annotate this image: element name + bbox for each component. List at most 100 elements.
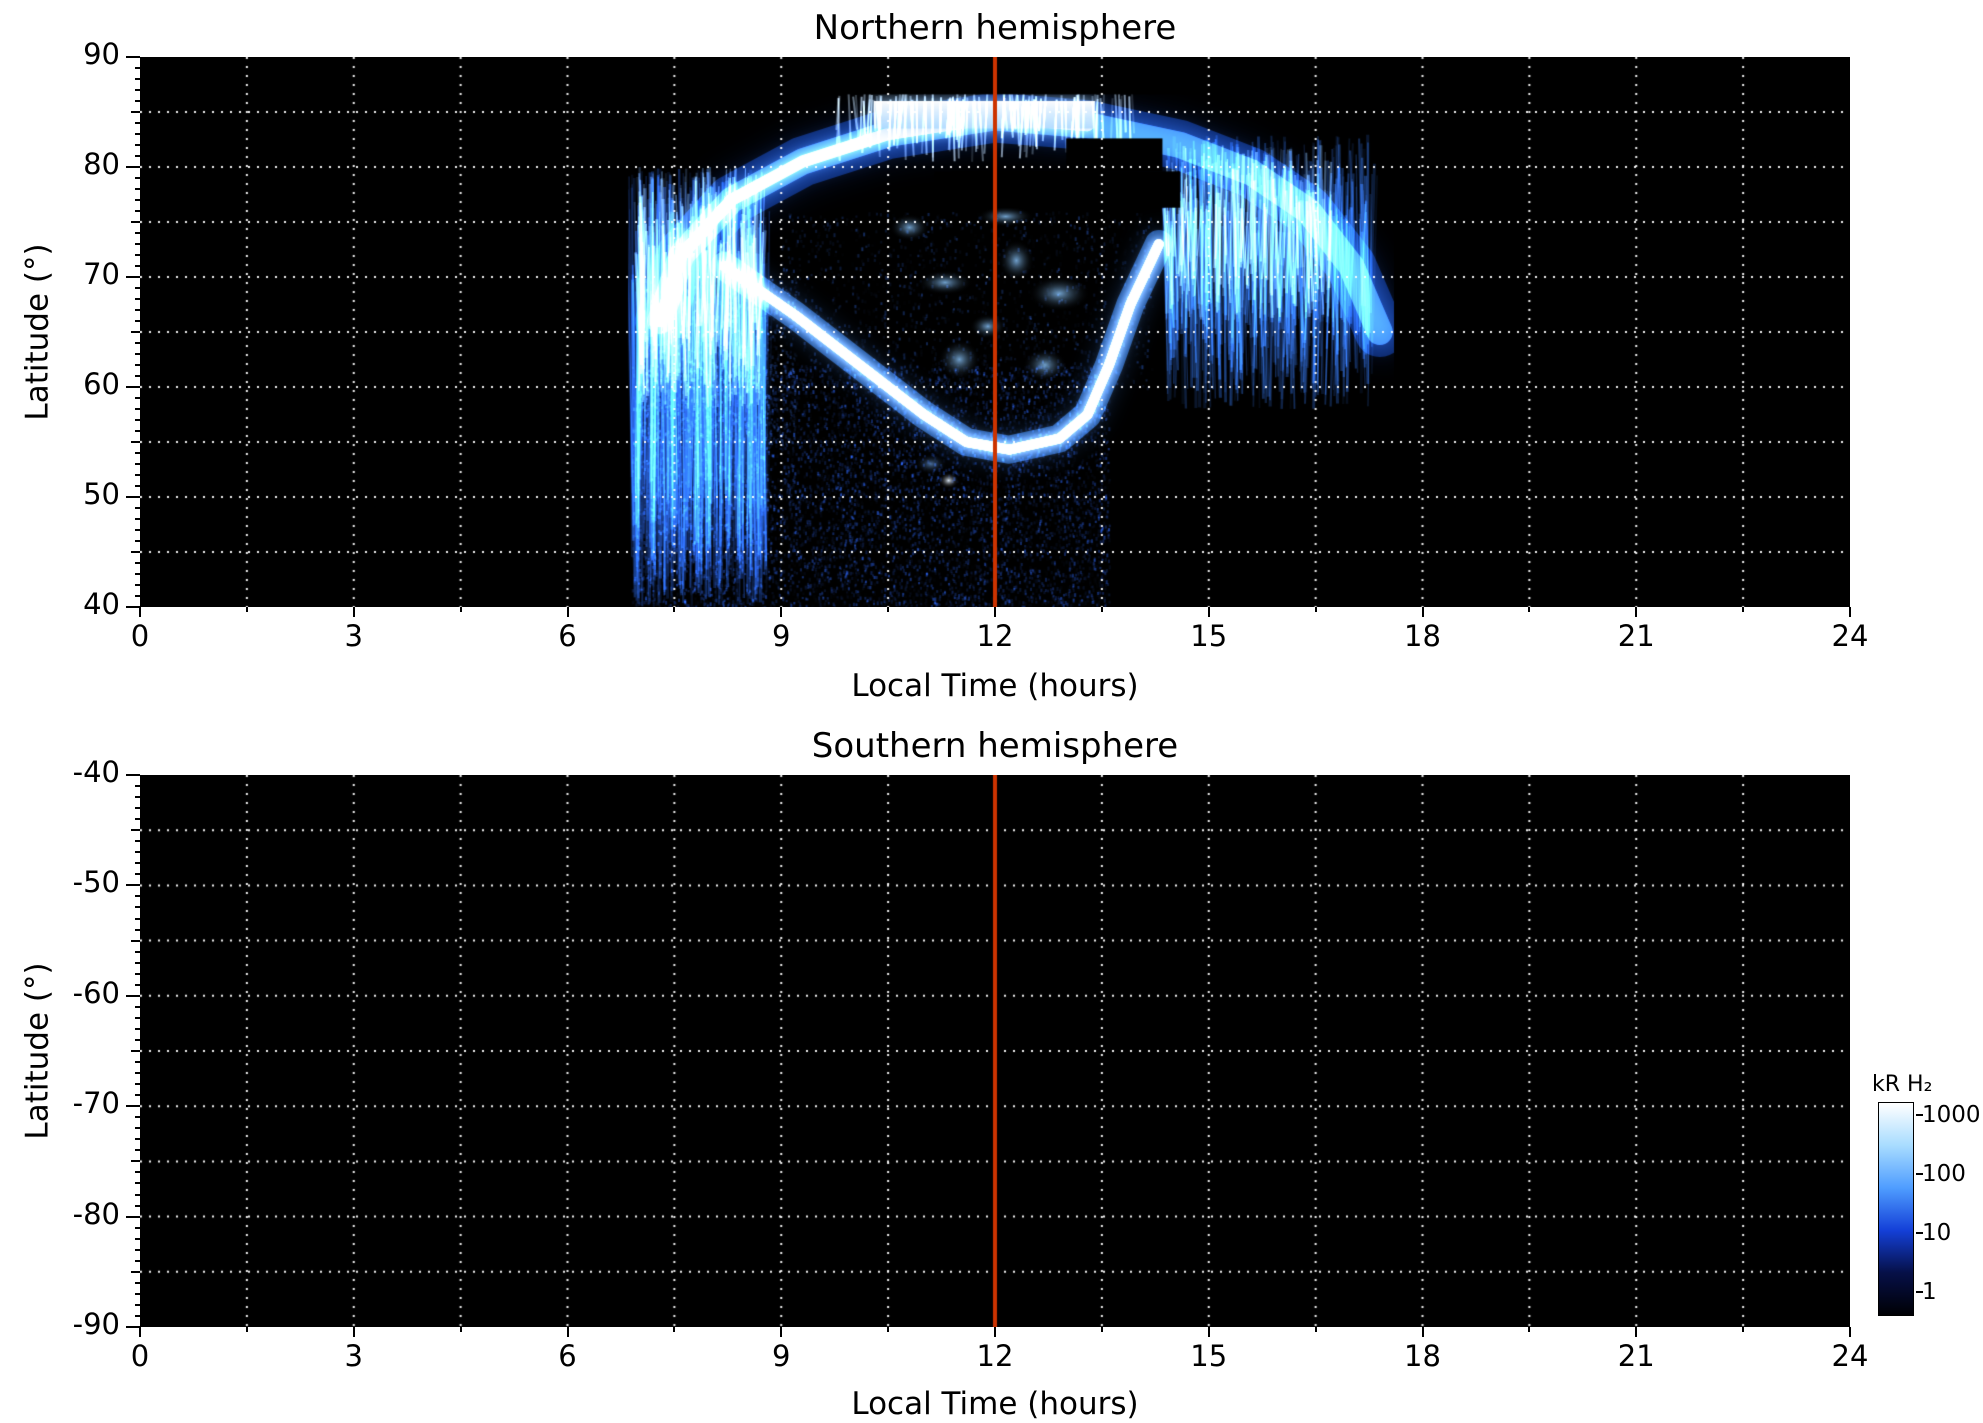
x-axis-tick	[566, 1327, 569, 1337]
x-tick-label: 6	[558, 619, 577, 653]
y-axis-tick	[135, 133, 140, 135]
y-axis-tick	[135, 1171, 140, 1174]
y-axis-tick	[135, 232, 140, 234]
x-tick-label: 12	[976, 619, 1014, 653]
y-tick-label: -60	[72, 975, 120, 1010]
y-axis-tick	[135, 199, 140, 201]
x-axis-minor-tick	[887, 1327, 890, 1332]
x-axis-minor-tick	[1528, 1327, 1531, 1332]
x-axis-tick	[139, 1327, 141, 1337]
x-tick-label: 0	[130, 1339, 150, 1373]
y-tick-label: 90	[83, 37, 120, 71]
x-tick-label: 24	[1831, 619, 1869, 653]
x-axis-minor-tick	[1314, 607, 1317, 612]
y-axis-tick	[131, 551, 140, 553]
x-tick-label: 12	[976, 1339, 1014, 1373]
x-tick-label: 0	[130, 619, 150, 653]
x-tick-label: 9	[772, 1339, 791, 1373]
y-axis-tick	[126, 994, 140, 997]
y-axis-tick	[126, 276, 140, 278]
x-axis-tick	[566, 607, 569, 617]
y-axis-tick	[131, 331, 140, 333]
y-axis-tick	[135, 518, 140, 520]
y-axis-label-north-wrap: Latitude (°)	[2, 57, 74, 607]
y-axis-tick	[135, 1193, 140, 1196]
y-axis-tick	[131, 829, 140, 832]
y-axis-tick	[135, 1281, 140, 1284]
x-tick-label: 24	[1831, 1339, 1869, 1373]
y-axis-tick	[135, 818, 140, 821]
y-axis-tick	[135, 100, 140, 102]
y-axis-tick	[135, 1138, 140, 1141]
x-tick-label: 18	[1404, 619, 1441, 653]
y-axis-tick	[135, 254, 140, 256]
y-axis-tick	[135, 364, 140, 366]
x-tick-label: 6	[558, 1339, 577, 1373]
y-tick-label: 80	[83, 147, 120, 181]
y-axis-tick	[135, 928, 140, 931]
y-axis-tick	[135, 873, 140, 876]
y-axis-tick	[126, 1326, 140, 1328]
y-axis-tick	[135, 595, 140, 597]
y-axis-tick	[135, 463, 140, 465]
y-axis-tick	[135, 1094, 140, 1097]
colorbar-label: kR H₂	[1872, 1072, 1933, 1097]
x-axis-tick	[780, 607, 783, 617]
y-axis-tick	[135, 851, 140, 854]
y-axis-tick	[135, 397, 140, 399]
colorbar-tick	[1916, 1173, 1923, 1176]
y-axis-tick	[135, 529, 140, 531]
north-hemisphere-plot-canvas	[140, 57, 1850, 607]
y-tick-label: -40	[72, 755, 120, 789]
x-axis-tick	[352, 1327, 355, 1337]
x-axis-minor-tick	[245, 1327, 248, 1332]
y-axis-tick	[135, 408, 140, 410]
x-axis-label-south: Local Time (hours)	[851, 1386, 1139, 1422]
x-axis-minor-tick	[245, 607, 248, 612]
x-axis-tick	[1635, 607, 1638, 617]
y-axis-tick	[135, 807, 140, 810]
y-axis-tick	[135, 862, 140, 865]
colorbar-tick-label: 100	[1922, 1161, 1966, 1188]
y-axis-tick	[135, 1005, 140, 1008]
panel-title-north: Northern hemisphere	[813, 8, 1177, 48]
y-axis-tick	[135, 917, 140, 920]
y-axis-tick	[126, 1105, 140, 1108]
y-axis-tick	[126, 56, 140, 58]
colorbar-tick	[1916, 1291, 1923, 1294]
y-axis-tick	[135, 485, 140, 487]
y-tick-label: -50	[72, 865, 120, 900]
x-axis-tick	[1421, 607, 1424, 617]
y-axis-tick	[135, 1314, 140, 1317]
y-axis-tick	[135, 1292, 140, 1295]
y-axis-tick	[135, 419, 140, 421]
x-axis-minor-tick	[887, 607, 890, 612]
y-tick-label: -70	[72, 1086, 120, 1121]
y-axis-tick	[131, 1050, 140, 1052]
y-axis-tick	[135, 342, 140, 344]
y-axis-tick	[135, 540, 140, 542]
y-axis-tick	[135, 1182, 140, 1185]
y-axis-tick	[126, 166, 140, 168]
x-tick-label: 15	[1190, 619, 1228, 653]
x-axis-tick	[1421, 1327, 1424, 1337]
y-axis-tick	[135, 210, 140, 212]
x-axis-minor-tick	[1742, 607, 1745, 612]
y-axis-tick	[131, 1160, 140, 1163]
y-axis-tick	[131, 441, 140, 443]
y-axis-tick	[126, 386, 140, 388]
y-axis-tick	[135, 1237, 140, 1240]
y-axis-tick	[135, 1149, 140, 1152]
y-axis-tick	[135, 474, 140, 476]
x-tick-label: 3	[344, 1339, 363, 1373]
y-axis-tick	[135, 1259, 140, 1262]
colorbar-tick-label: 10	[1922, 1220, 1952, 1247]
y-axis-tick	[135, 177, 140, 179]
x-tick-label: 3	[344, 619, 363, 653]
y-axis-tick	[131, 111, 140, 113]
south-hemisphere-plot-canvas	[140, 775, 1850, 1327]
colorbar-tick	[1916, 1232, 1923, 1235]
y-axis-tick	[135, 584, 140, 586]
x-tick-label: 21	[1617, 1339, 1655, 1373]
x-axis-minor-tick	[459, 607, 462, 612]
